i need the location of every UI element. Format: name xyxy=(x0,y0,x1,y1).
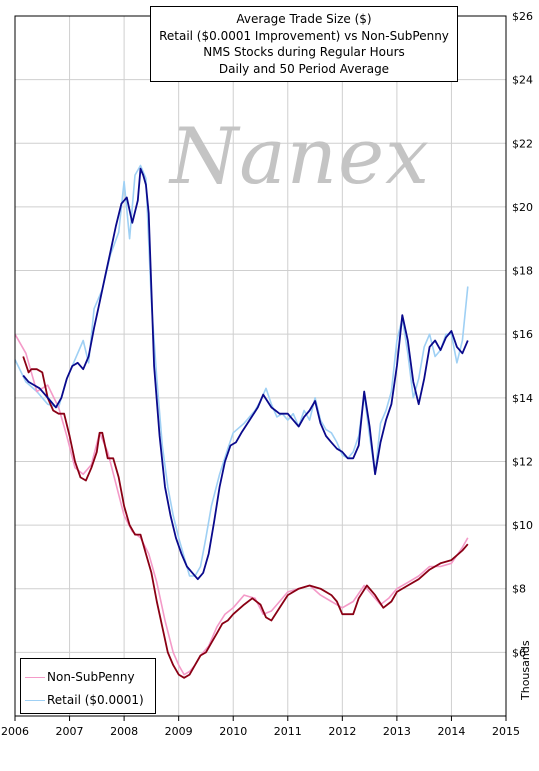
chart-title-box: Average Trade Size ($) Retail ($0.0001 I… xyxy=(150,6,458,82)
chart-title-line-4: Daily and 50 Period Average xyxy=(218,61,390,76)
legend-swatch-retail xyxy=(25,699,45,701)
legend-swatch-non-subpenny xyxy=(25,676,45,678)
legend-item-retail: Retail ($0.0001) xyxy=(25,692,144,708)
y-tick-label: $18 xyxy=(512,265,533,278)
x-tick-label: 2008 xyxy=(110,725,138,738)
x-tick-label: 2006 xyxy=(1,725,29,738)
legend-label-non-subpenny: Non-SubPenny xyxy=(47,670,135,684)
series-line-non-subpenny-daily xyxy=(14,333,469,676)
y-tick-label: $24 xyxy=(512,74,533,87)
x-tick-label: 2010 xyxy=(219,725,247,738)
chart-title-line-2: Retail ($0.0001 Improvement) vs Non-SubP… xyxy=(159,28,449,43)
y-tick-label: $10 xyxy=(512,519,533,532)
y-tick-label: $26 xyxy=(512,10,533,23)
legend: Non-SubPenny Retail ($0.0001) xyxy=(20,658,156,714)
watermark-logo: Nanex xyxy=(170,112,431,202)
x-tick-label: 2014 xyxy=(437,725,465,738)
y-tick-label: $14 xyxy=(512,392,533,405)
x-tick-label: 2011 xyxy=(274,725,302,738)
y-tick-label: $6 xyxy=(512,646,526,659)
y-tick-label: $12 xyxy=(512,455,533,468)
y-tick-label: $8 xyxy=(512,583,526,596)
series-line-non-subpenny-average xyxy=(22,356,469,679)
legend-item-non-subpenny: Non-SubPenny xyxy=(25,669,135,685)
x-tick-label: 2012 xyxy=(328,725,356,738)
x-tick-label: 2013 xyxy=(383,725,411,738)
x-axis: 2006 2007 2008 2009 2010 2011 2012 2013 2014 2015 xyxy=(1,716,520,738)
x-tick-label: 2009 xyxy=(165,725,193,738)
y-tick-label: $16 xyxy=(512,328,533,341)
x-tick-label: 2007 xyxy=(56,725,84,738)
legend-label-retail: Retail ($0.0001) xyxy=(47,693,144,707)
y-tick-label: $22 xyxy=(512,137,533,150)
y-axis-unit-label: Thousands xyxy=(519,640,532,700)
y-tick-label: $20 xyxy=(512,201,533,214)
y-axis: $6 $8 $10 $12 $14 $16 $18 $20 $22 $24 $26 xyxy=(512,10,533,659)
chart-title-line-1: Average Trade Size ($) xyxy=(236,12,372,26)
series-layer xyxy=(14,164,469,679)
series-line-retail-daily xyxy=(14,164,469,577)
chart-title-line-3: NMS Stocks during Regular Hours xyxy=(203,45,405,59)
x-tick-label: 2015 xyxy=(492,725,520,738)
series-line-retail-average xyxy=(22,167,469,581)
